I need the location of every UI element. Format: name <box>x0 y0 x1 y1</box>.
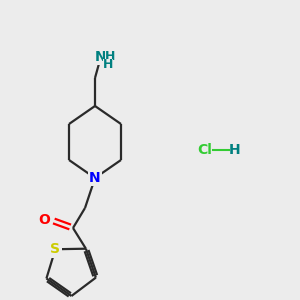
Text: S: S <box>50 242 60 256</box>
Text: H: H <box>103 58 113 71</box>
Text: H: H <box>229 143 241 157</box>
Text: N: N <box>95 50 107 64</box>
Text: N: N <box>89 171 101 185</box>
Text: O: O <box>38 213 50 227</box>
Text: Cl: Cl <box>198 143 212 157</box>
Text: H: H <box>105 50 115 64</box>
